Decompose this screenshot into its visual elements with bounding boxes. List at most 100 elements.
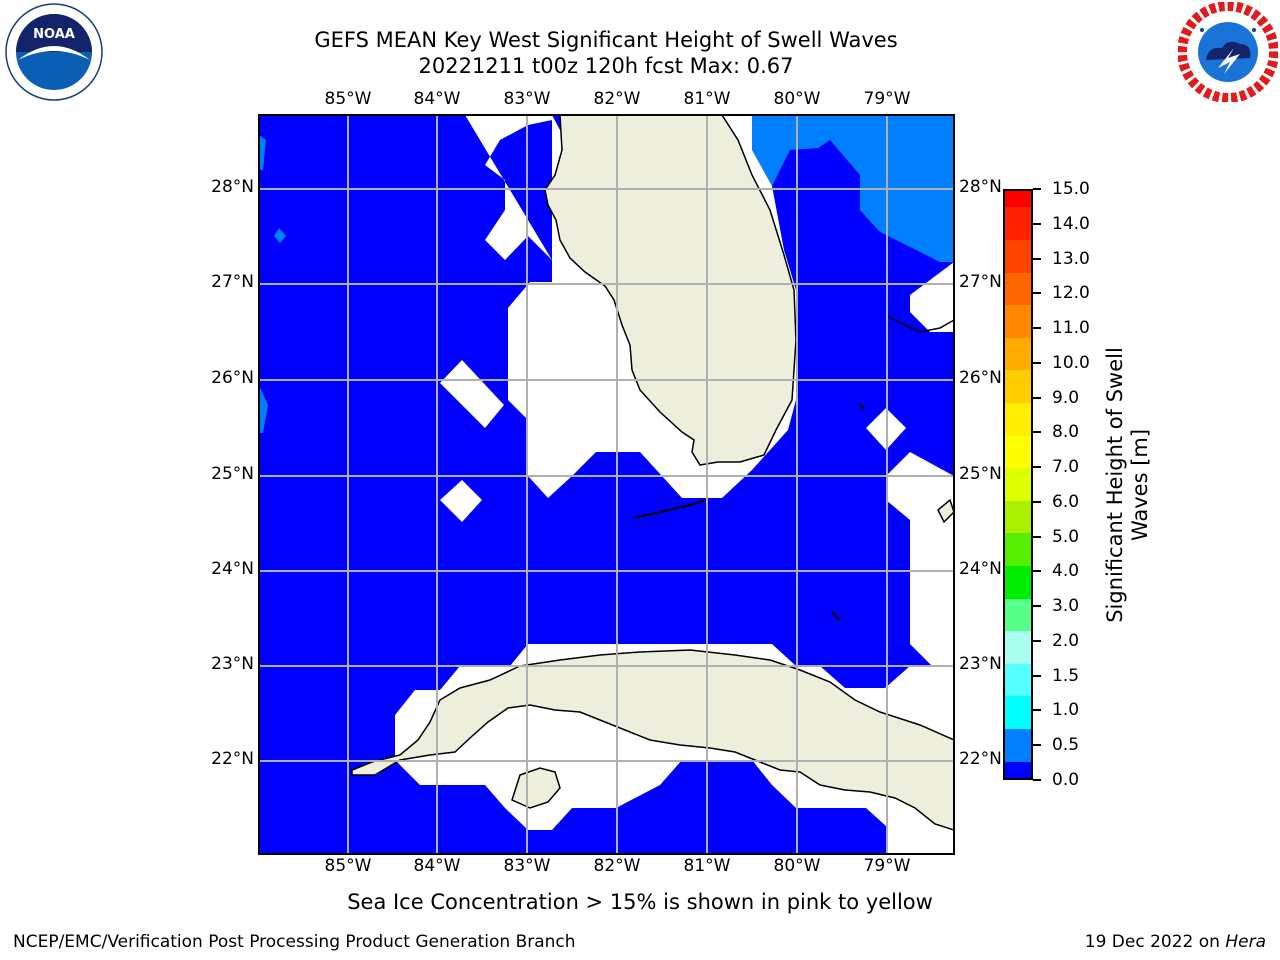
lat-tick-left: 24°N	[211, 559, 254, 579]
colorbar-segment	[1005, 500, 1031, 534]
colorbar-label: 4.0	[1052, 561, 1080, 582]
land-cay-sal	[831, 611, 841, 621]
nodata-diamond-1	[440, 360, 504, 428]
footer-date: 19 Dec 2022 on Hera	[1085, 932, 1266, 952]
colorbar-segment	[1005, 305, 1031, 338]
chart-subtitle: 20221211 t00z 120h fcst Max: 0.67	[418, 54, 794, 78]
land-bimini	[859, 402, 865, 411]
colorbar-segment	[1005, 207, 1031, 240]
graticule	[259, 115, 954, 854]
colorbar-label: 5.0	[1052, 526, 1080, 547]
lat-tick-right: 24°N	[959, 559, 1002, 579]
colorbar-tick	[1033, 327, 1041, 330]
lon-tick-top: 81°W	[683, 89, 731, 109]
footer-host: Hera	[1225, 932, 1266, 952]
colorbar-label: 3.0	[1052, 596, 1080, 617]
colorbar-segment	[1005, 729, 1031, 762]
lat-tick-left: 28°N	[211, 177, 254, 197]
colorbar	[1003, 189, 1033, 780]
lat-tick-left: 27°N	[211, 272, 254, 292]
lat-tick-right: 26°N	[959, 368, 1002, 388]
colorbar-segment	[1005, 761, 1031, 778]
colorbar-tick	[1033, 396, 1041, 399]
colorbar-tick	[1033, 500, 1041, 503]
chart-title: GEFS MEAN Key West Significant Height of…	[314, 28, 898, 52]
colorbar-title: Significant Height of Swell Waves [m]	[1103, 347, 1153, 623]
colorbar-tick	[1033, 361, 1041, 364]
lat-tick-right: 23°N	[959, 654, 1002, 674]
colorbar-label: 12.0	[1052, 283, 1090, 304]
lat-tick-right: 25°N	[959, 464, 1002, 484]
colorbar-label: 7.0	[1052, 457, 1080, 478]
lat-tick-left: 22°N	[211, 749, 254, 769]
swell-patch-w3	[274, 228, 286, 243]
colorbar-segment	[1005, 598, 1031, 632]
colorbar-tick	[1033, 292, 1041, 295]
colorbar-label: 14.0	[1052, 213, 1090, 234]
lon-tick-top: 85°W	[324, 89, 372, 109]
lat-tick-right: 27°N	[959, 272, 1002, 292]
colorbar-tick	[1033, 431, 1041, 434]
colorbar-segment	[1005, 402, 1031, 436]
colorbar-segment	[1005, 663, 1031, 697]
lat-tick-left: 25°N	[211, 464, 254, 484]
lon-tick-bottom: 82°W	[593, 856, 641, 876]
colorbar-label: 1.5	[1052, 665, 1080, 686]
colorbar-segment	[1005, 435, 1031, 469]
land-andros	[937, 498, 954, 524]
colorbar-segment	[1005, 191, 1031, 208]
swell-patch-w1	[259, 135, 266, 170]
colorbar-label: 2.0	[1052, 630, 1080, 651]
colorbar-segment	[1005, 468, 1031, 501]
colorbar-label: 11.0	[1052, 318, 1090, 339]
colorbar-segment	[1005, 696, 1031, 730]
lon-tick-top: 83°W	[503, 89, 551, 109]
colorbar-label: 10.0	[1052, 352, 1090, 373]
nws-logo	[1178, 2, 1278, 102]
lat-tick-right: 28°N	[959, 177, 1002, 197]
colorbar-label: 8.0	[1052, 422, 1080, 443]
colorbar-label: 0.5	[1052, 735, 1080, 756]
colorbar-tick	[1033, 570, 1041, 573]
colorbar-tick	[1033, 222, 1041, 225]
colorbar-label: 6.0	[1052, 491, 1080, 512]
colorbar-tick	[1033, 744, 1041, 747]
swell-patch-w2	[259, 385, 268, 433]
lon-tick-bottom: 83°W	[503, 856, 551, 876]
lon-tick-top: 79°W	[863, 89, 911, 109]
colorbar-label: 15.0	[1052, 179, 1090, 199]
land-florida	[544, 115, 797, 466]
colorbar-label: 1.0	[1052, 700, 1080, 721]
swell-patch-ne	[752, 115, 954, 262]
nodata-diamond-2	[440, 480, 482, 522]
colorbar-segment	[1005, 533, 1031, 567]
lat-tick-left: 26°N	[211, 368, 254, 388]
colorbar-title-line2: Waves [m]	[1128, 428, 1152, 542]
lon-tick-bottom: 84°W	[413, 856, 461, 876]
lon-tick-bottom: 85°W	[324, 856, 372, 876]
colorbar-segment	[1005, 370, 1031, 403]
colorbar-tick	[1033, 188, 1041, 190]
colorbar-segment	[1005, 272, 1031, 306]
lon-tick-top: 82°W	[593, 89, 641, 109]
noaa-logo: NOAA	[5, 3, 103, 101]
lon-tick-bottom: 80°W	[773, 856, 821, 876]
colorbar-segment	[1005, 239, 1031, 273]
map-frame	[258, 114, 955, 855]
land-isla-juventud	[511, 767, 561, 809]
colorbar-tick	[1033, 605, 1041, 608]
colorbar-segment	[1005, 337, 1031, 371]
colorbar-segment	[1005, 566, 1031, 599]
colorbar-tick	[1033, 674, 1041, 677]
lon-tick-top: 84°W	[413, 89, 461, 109]
footer-date-text: 19 Dec 2022 on	[1084, 932, 1220, 952]
land-keys	[633, 499, 707, 519]
colorbar-label: 9.0	[1052, 387, 1080, 408]
colorbar-tick	[1033, 639, 1041, 642]
lon-tick-top: 80°W	[773, 89, 821, 109]
lon-tick-bottom: 81°W	[683, 856, 731, 876]
lon-tick-bottom: 79°W	[863, 856, 911, 876]
sea-ice-note: Sea Ice Concentration > 15% is shown in …	[347, 890, 933, 914]
colorbar-title-line1: Significant Height of Swell	[1103, 347, 1127, 623]
